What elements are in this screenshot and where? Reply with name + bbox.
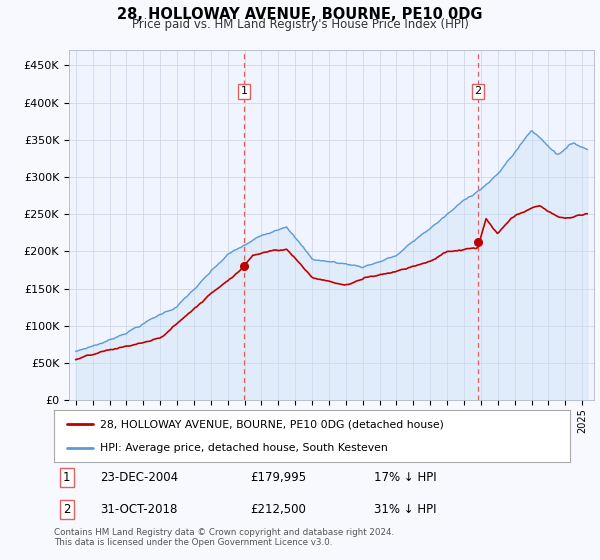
Text: £179,995: £179,995 [250,471,306,484]
Text: 1: 1 [241,86,248,96]
Text: Contains HM Land Registry data © Crown copyright and database right 2024.
This d: Contains HM Land Registry data © Crown c… [54,528,394,547]
Text: 31% ↓ HPI: 31% ↓ HPI [374,502,436,516]
Text: 2: 2 [475,86,482,96]
Text: 2: 2 [63,502,71,516]
Text: 17% ↓ HPI: 17% ↓ HPI [374,471,437,484]
Text: 28, HOLLOWAY AVENUE, BOURNE, PE10 0DG: 28, HOLLOWAY AVENUE, BOURNE, PE10 0DG [117,7,483,22]
Text: 1: 1 [63,471,71,484]
Text: HPI: Average price, detached house, South Kesteven: HPI: Average price, detached house, Sout… [100,443,388,453]
Text: 31-OCT-2018: 31-OCT-2018 [100,502,178,516]
Text: 23-DEC-2004: 23-DEC-2004 [100,471,179,484]
Text: 28, HOLLOWAY AVENUE, BOURNE, PE10 0DG (detached house): 28, HOLLOWAY AVENUE, BOURNE, PE10 0DG (d… [100,419,445,430]
Text: £212,500: £212,500 [250,502,306,516]
Text: Price paid vs. HM Land Registry's House Price Index (HPI): Price paid vs. HM Land Registry's House … [131,18,469,31]
